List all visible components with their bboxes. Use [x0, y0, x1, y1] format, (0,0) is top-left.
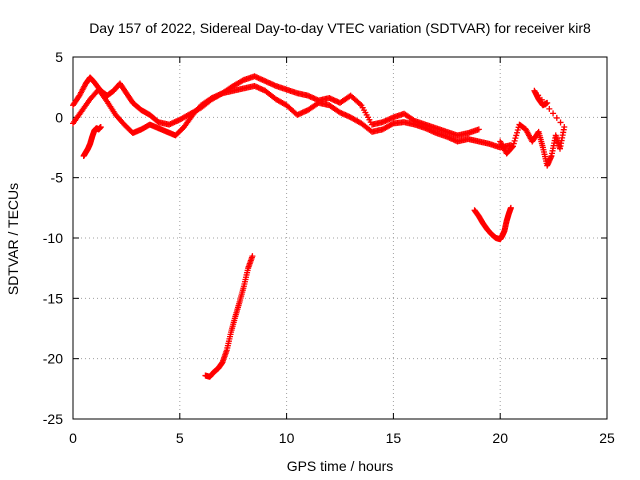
- x-tick-label: 20: [492, 430, 508, 446]
- data-point: [389, 121, 396, 128]
- series-main-band-b: [70, 82, 514, 151]
- series-early-dip: [80, 123, 104, 159]
- series-dip-near-20h: [471, 204, 514, 243]
- y-tick-label: -25: [43, 411, 63, 427]
- y-tick-label: 5: [55, 49, 63, 65]
- data-point: [557, 119, 564, 126]
- data-point: [97, 123, 104, 130]
- data-point: [546, 105, 553, 112]
- x-tick-label: 5: [176, 430, 184, 446]
- data-point: [510, 143, 517, 150]
- y-tick-label: -15: [43, 290, 63, 306]
- x-tick-label: 25: [599, 430, 615, 446]
- y-tick-label: 0: [55, 109, 63, 125]
- axis-ticks: 0 5 10 15 20 25 5 0 -5 -10 -15 -20 -25: [43, 49, 615, 446]
- data-point: [357, 101, 364, 108]
- y-tick-label: -20: [43, 351, 63, 367]
- data-point: [475, 126, 482, 133]
- y-tick-label: -10: [43, 230, 63, 246]
- x-tick-label: 0: [69, 430, 77, 446]
- data-point: [544, 99, 551, 106]
- data-point: [514, 129, 521, 136]
- chart-title: Day 157 of 2022, Sidereal Day-to-day VTE…: [89, 20, 591, 36]
- data-point: [514, 127, 521, 134]
- data-point: [249, 253, 256, 260]
- data-point: [512, 135, 519, 142]
- data-marks: [70, 73, 568, 380]
- data-point: [553, 114, 560, 121]
- data-point: [510, 140, 517, 147]
- data-point: [513, 132, 520, 139]
- data-point: [511, 137, 518, 144]
- x-tick-label: 10: [279, 430, 295, 446]
- data-point: [550, 110, 557, 117]
- series-late-scatter: [497, 87, 568, 169]
- data-point: [507, 204, 514, 211]
- data-point: [509, 144, 516, 151]
- y-tick-label: -5: [51, 170, 64, 186]
- x-axis-label: GPS time / hours: [287, 458, 394, 474]
- x-tick-label: 15: [386, 430, 402, 446]
- data-point: [239, 77, 246, 84]
- data-point: [561, 123, 568, 130]
- y-axis-label: SDTVAR / TECUs: [5, 183, 21, 295]
- series-deep-excursion: [202, 253, 256, 380]
